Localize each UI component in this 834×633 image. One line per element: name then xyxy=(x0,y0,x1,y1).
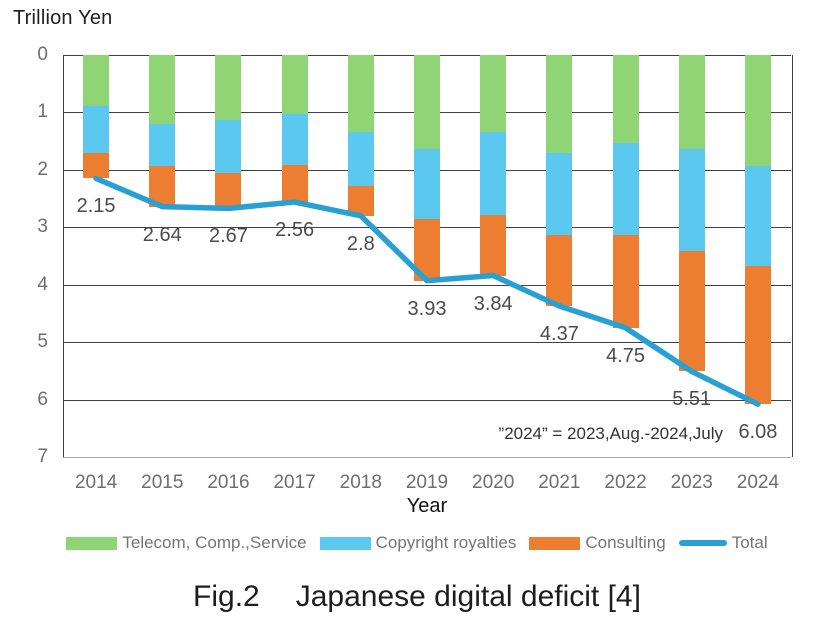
legend-item: Copyright royalties xyxy=(319,533,517,553)
x-tick-label: 2019 xyxy=(405,472,449,493)
gridline xyxy=(63,342,791,344)
y-tick-label: 5 xyxy=(37,331,48,353)
bar-segment xyxy=(546,55,573,154)
bar-segment xyxy=(281,114,308,165)
legend-color-swatch xyxy=(529,536,581,550)
data-label: 2.64 xyxy=(142,223,182,246)
bar-segment xyxy=(281,55,308,115)
bar-segment xyxy=(546,235,573,306)
legend-color-swatch xyxy=(66,536,118,550)
y-tick-label: 3 xyxy=(37,216,48,238)
total-line-path xyxy=(93,175,761,407)
bar-segment xyxy=(546,153,573,236)
annotation-note: ”2024” = 2023,Aug.-2024,July xyxy=(498,424,723,443)
bar-segment xyxy=(612,143,639,236)
data-label: 2.56 xyxy=(275,219,315,242)
y-tick-label: 1 xyxy=(37,101,48,123)
bar-segment xyxy=(347,131,374,186)
x-tick-label: 2018 xyxy=(339,472,382,493)
legend-item: Consulting xyxy=(529,533,666,553)
bar-segment xyxy=(678,149,705,252)
legend-label: Copyright royalties xyxy=(375,533,517,552)
legend-label: Consulting xyxy=(585,533,666,552)
data-label: 2.15 xyxy=(76,195,116,218)
data-label: 2.8 xyxy=(346,232,375,255)
bar-segment xyxy=(149,123,176,167)
bar-segment xyxy=(281,164,308,203)
figure-caption: Fig.2 Japanese digital deficit [4] xyxy=(0,580,834,614)
y-tick-label: 0 xyxy=(37,44,48,65)
y-tick-label: 7 xyxy=(37,446,48,467)
legend-item: Total xyxy=(678,533,768,553)
data-label: 3.84 xyxy=(473,292,513,315)
bar-segment xyxy=(480,55,507,132)
x-axis-label: Year xyxy=(406,495,448,517)
legend-color-swatch xyxy=(319,536,371,550)
x-tick-label: 2016 xyxy=(207,472,250,493)
bar-segment xyxy=(83,152,110,179)
y-tick-label: 6 xyxy=(37,388,48,410)
bar-segment xyxy=(414,55,440,149)
bar-segment xyxy=(678,251,705,372)
bar-segment xyxy=(612,235,639,328)
gridline xyxy=(63,457,791,458)
bar-segment xyxy=(149,166,176,207)
legend-label: Total xyxy=(731,533,768,552)
bar-segment xyxy=(83,55,110,106)
bar-segment xyxy=(215,172,242,209)
x-tick-label: 2017 xyxy=(273,472,316,493)
data-label: 6.08 xyxy=(738,421,778,444)
bar-segment xyxy=(149,55,176,124)
bar-segment xyxy=(83,105,110,153)
legend-item: Telecom, Comp.,Service xyxy=(66,533,307,553)
gridline xyxy=(63,399,791,401)
bar-segment xyxy=(347,185,374,216)
total-line xyxy=(93,175,761,407)
y-tick-label: 2 xyxy=(37,158,48,180)
legend-line-swatch xyxy=(678,540,727,546)
bar-segment xyxy=(744,266,771,405)
bar-segment xyxy=(480,131,507,216)
bar-segment xyxy=(215,119,242,173)
data-label: 4.75 xyxy=(606,344,645,367)
y-tick-label: 4 xyxy=(37,273,48,295)
bar-segment xyxy=(480,215,507,276)
bar-segment xyxy=(347,55,374,132)
legend-label: Telecom, Comp.,Service xyxy=(122,533,307,552)
caption-fig-label: Fig.2 xyxy=(193,580,260,613)
x-tick-label: 2022 xyxy=(604,472,647,493)
y-axis-title: Trillion Yen xyxy=(13,7,113,29)
x-tick-label: 2021 xyxy=(538,472,581,493)
data-label: 2.67 xyxy=(208,225,248,248)
x-tick-label: 2014 xyxy=(74,472,118,493)
data-label: 5.51 xyxy=(672,388,712,411)
bar-segment xyxy=(612,55,639,144)
bar-segment xyxy=(744,55,771,167)
caption-title: Japanese digital deficit [4] xyxy=(295,580,641,613)
plot-frame xyxy=(63,55,793,457)
bar-segment xyxy=(215,55,242,120)
x-tick-label: 2023 xyxy=(670,472,713,493)
x-tick-label: 2020 xyxy=(472,472,515,493)
gridline xyxy=(63,284,791,286)
data-label: 4.37 xyxy=(539,322,579,345)
x-tick-label: 2015 xyxy=(141,472,184,493)
x-tick-label: 2024 xyxy=(736,472,780,493)
legend: Telecom, Comp.,Service Copyright royaltie… xyxy=(0,531,834,555)
bar-segment xyxy=(678,55,705,150)
bar-segment xyxy=(414,148,440,219)
bar-segment xyxy=(744,166,771,267)
data-label: 3.93 xyxy=(407,297,447,320)
